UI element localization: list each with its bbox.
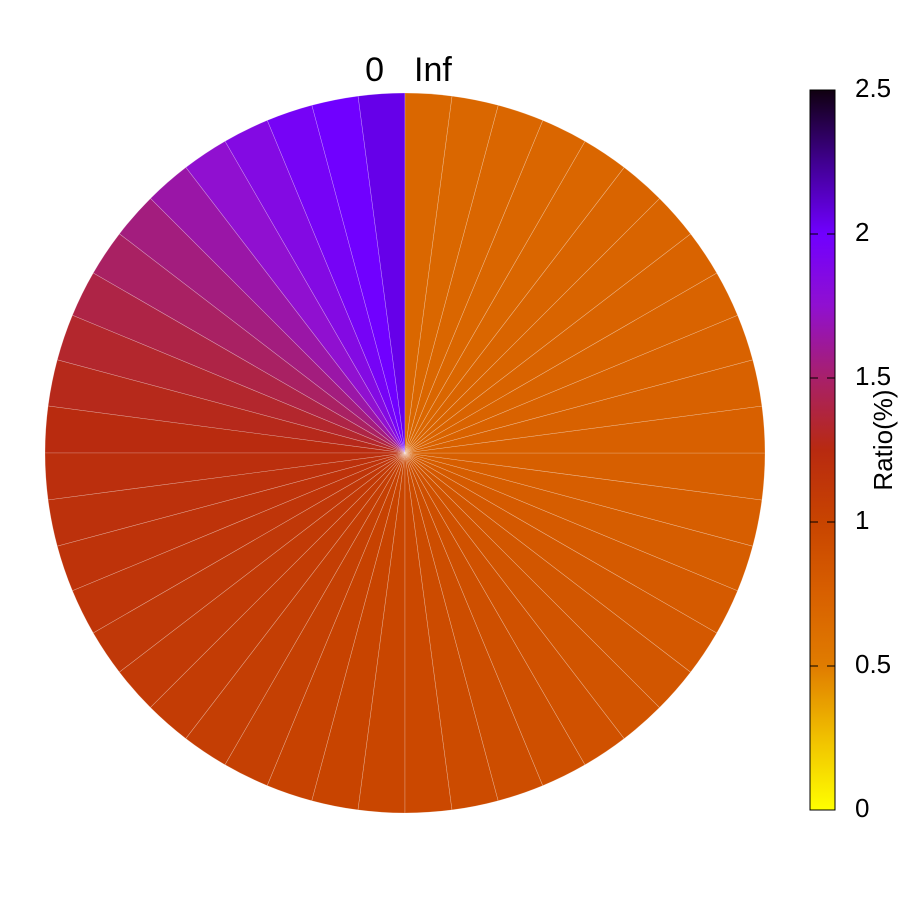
sector	[404, 452, 453, 814]
sector	[404, 314, 754, 454]
sector	[224, 120, 406, 454]
sector	[266, 104, 406, 454]
sector	[56, 452, 406, 592]
sector	[92, 452, 406, 673]
sector	[404, 92, 453, 454]
sector	[404, 405, 766, 454]
colorbar-tick-label: 1.5	[855, 361, 891, 391]
sector	[92, 233, 406, 454]
sector	[404, 452, 660, 740]
sector	[404, 140, 625, 454]
polar-plot	[44, 92, 766, 814]
sector	[118, 198, 406, 454]
sector	[404, 452, 499, 811]
sector	[150, 166, 406, 454]
sector	[404, 198, 692, 454]
sector	[404, 166, 660, 454]
sector	[224, 452, 406, 786]
colorbar-tick-label: 0	[855, 793, 869, 823]
colorbar-tick-label: 0.5	[855, 649, 891, 679]
sector	[404, 452, 625, 766]
colorbar-tick-label: 2	[855, 217, 869, 247]
sector	[56, 314, 406, 454]
sector	[404, 104, 544, 454]
sector	[47, 452, 406, 547]
sector	[404, 359, 763, 454]
sector	[357, 92, 406, 454]
sector	[150, 452, 406, 740]
sector	[404, 272, 738, 454]
sector	[311, 452, 406, 811]
sector	[311, 95, 406, 454]
sector	[72, 272, 406, 454]
sector	[357, 452, 406, 814]
sector	[404, 452, 586, 786]
sector	[404, 452, 754, 592]
sector	[47, 359, 406, 454]
colorbar-tick-label: 1	[855, 505, 869, 535]
sector	[404, 452, 763, 547]
sector	[44, 452, 406, 501]
sector	[44, 405, 406, 454]
sector	[404, 452, 544, 802]
sector	[185, 140, 406, 454]
sector	[404, 95, 499, 454]
sector	[404, 452, 766, 501]
sector	[404, 452, 692, 708]
sector	[404, 233, 718, 454]
sector	[266, 452, 406, 802]
sector	[404, 452, 738, 634]
sector	[72, 452, 406, 634]
sector	[185, 452, 406, 766]
sector	[404, 120, 586, 454]
colorbar	[809, 89, 836, 811]
angle-start-label: 0	[365, 51, 384, 89]
colorbar-label: Ratio(%)	[868, 389, 898, 490]
colorbar-tick-label: 2.5	[855, 73, 891, 103]
sector	[118, 452, 406, 708]
angle-end-label: Inf	[414, 51, 452, 89]
sector	[404, 452, 718, 673]
